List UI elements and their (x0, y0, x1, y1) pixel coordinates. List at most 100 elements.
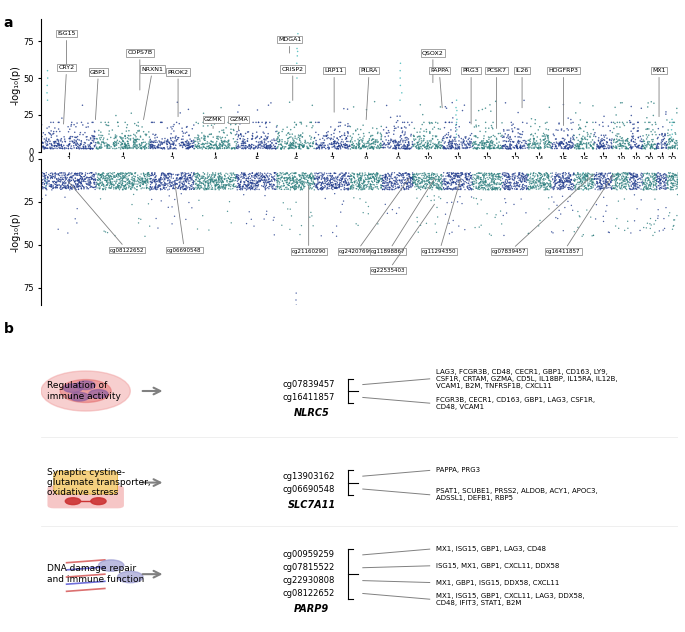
Point (517, 141, 528, 151)
Point (219, 183, 230, 193)
Point (282, 134, 293, 144)
Point (595, 178, 606, 188)
Point (649, 185, 660, 195)
Point (40, 170, 51, 180)
Point (503, 183, 514, 193)
Point (436, 176, 447, 186)
Point (273, 173, 284, 183)
Text: LAG3, FCGR3B, CD48, CECR1, GBP1, CD163, LY9,
CSF1R, CRTAM, GZMA, CD5L, IL18BP, I: LAG3, FCGR3B, CD48, CECR1, GBP1, CD163, … (436, 369, 618, 389)
Point (186, 181, 197, 191)
Point (615, 98, 626, 108)
Point (427, 124, 438, 134)
Point (247, 134, 258, 144)
Point (580, 168, 591, 178)
Point (612, 173, 623, 183)
Point (206, 170, 217, 180)
Point (593, 181, 603, 191)
Point (409, 169, 420, 179)
Point (395, 132, 406, 142)
Point (47, 169, 58, 179)
Point (595, 171, 606, 181)
Point (91, 143, 102, 153)
Point (553, 141, 564, 151)
Point (294, 140, 305, 150)
Point (403, 170, 414, 180)
Point (262, 183, 273, 193)
Point (400, 178, 411, 188)
Point (484, 143, 495, 154)
Point (245, 178, 256, 188)
Point (154, 177, 165, 187)
Point (416, 174, 427, 185)
Point (556, 183, 566, 193)
Point (326, 183, 337, 193)
Point (93, 125, 104, 135)
Point (448, 185, 459, 195)
Point (562, 177, 573, 187)
Point (598, 183, 609, 193)
Point (381, 177, 392, 187)
Point (484, 181, 495, 191)
Point (327, 179, 338, 189)
Point (603, 140, 614, 150)
Point (71, 169, 82, 179)
Point (222, 206, 233, 216)
Point (612, 214, 623, 224)
Point (608, 141, 619, 151)
Point (578, 169, 589, 179)
Point (617, 180, 628, 190)
Point (440, 179, 451, 190)
Point (670, 176, 681, 186)
Point (174, 138, 185, 149)
Point (574, 143, 585, 154)
Point (184, 142, 195, 152)
Point (462, 182, 473, 192)
Point (575, 98, 586, 108)
Point (606, 118, 617, 128)
Point (81, 122, 92, 132)
Point (491, 183, 502, 193)
Point (453, 171, 464, 181)
Point (537, 171, 548, 181)
Point (497, 178, 508, 188)
Point (132, 175, 143, 185)
Point (591, 167, 602, 178)
Point (271, 173, 282, 183)
Point (153, 174, 164, 184)
Point (397, 176, 408, 186)
Point (277, 181, 288, 191)
Point (523, 142, 534, 152)
Point (109, 138, 120, 149)
Point (413, 173, 424, 183)
Point (652, 213, 663, 223)
Point (136, 184, 147, 194)
Point (384, 176, 395, 186)
Point (277, 126, 288, 137)
Point (490, 170, 501, 180)
Point (633, 143, 644, 153)
Point (500, 140, 511, 150)
Point (365, 179, 376, 190)
Point (234, 142, 245, 152)
Point (465, 167, 476, 178)
Point (53, 138, 64, 148)
Point (158, 176, 169, 186)
Point (149, 133, 160, 143)
Point (125, 181, 136, 191)
Point (319, 169, 329, 179)
Point (493, 143, 503, 153)
Point (619, 182, 630, 192)
Point (557, 143, 568, 153)
Point (120, 181, 131, 191)
Point (499, 171, 510, 181)
Point (233, 131, 244, 142)
Point (418, 140, 429, 150)
Point (568, 118, 579, 128)
Point (333, 182, 344, 192)
Point (522, 174, 533, 185)
Point (400, 143, 411, 154)
Point (666, 184, 677, 194)
Point (190, 182, 201, 192)
Point (358, 141, 369, 151)
Point (443, 143, 453, 154)
